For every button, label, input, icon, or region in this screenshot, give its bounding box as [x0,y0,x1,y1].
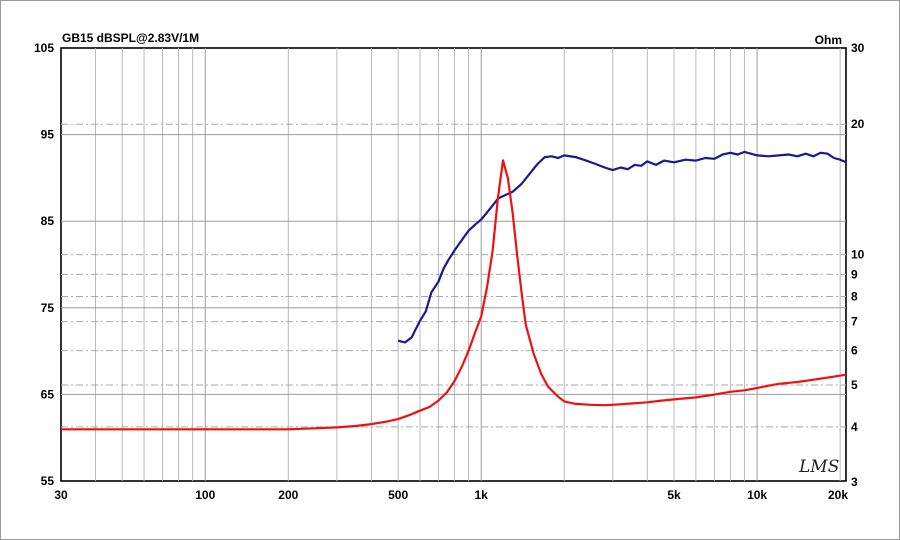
y-tick-label: 85 [41,214,55,228]
ohm-tick-label: 10 [851,248,865,262]
ohm-tick-label: 3 [851,475,858,489]
ohm-tick-label: 8 [851,290,858,304]
lms-logo: LMS [798,457,839,477]
y-tick-label: 75 [41,301,55,315]
y-tick-label: 55 [41,474,55,488]
series-layer [61,150,847,431]
y-tick-label: 65 [41,387,55,401]
x-tick-label: 200 [278,488,298,502]
right-axis-unit-label: Ohm [815,33,842,47]
ohm-tick-label: 7 [851,315,858,329]
x-tick-label: 100 [195,488,215,502]
ohm-tick-label: 4 [851,420,858,434]
x-tick-label: 5k [667,488,681,502]
impedance-curve [61,159,847,431]
x-tick-label: 10k [747,488,767,502]
spl-curve [397,150,847,344]
y-tick-label: 105 [34,41,54,55]
ohm-tick-label: 6 [851,344,858,358]
ohm-tick-label: 30 [851,41,865,55]
x-tick-label: 20k [828,488,848,502]
ohm-tick-label: 9 [851,267,858,281]
x-tick-label: 500 [388,488,408,502]
axis-labels: 30 100 200 500 1k 5k 10k 20k 55 65 75 85 95 105 3 4 5 6 7 8… [34,41,865,502]
ohm-tick-label: 20 [851,117,865,131]
ohm-tick-label: 5 [851,378,858,392]
x-tick-label: 1k [475,488,489,502]
y-tick-label: 95 [41,128,55,142]
grid [61,48,846,481]
plot-area [60,47,847,482]
x-tick-label: 30 [54,488,68,502]
chart-title: GB15 dBSPL@2.83V/1M [62,31,199,45]
